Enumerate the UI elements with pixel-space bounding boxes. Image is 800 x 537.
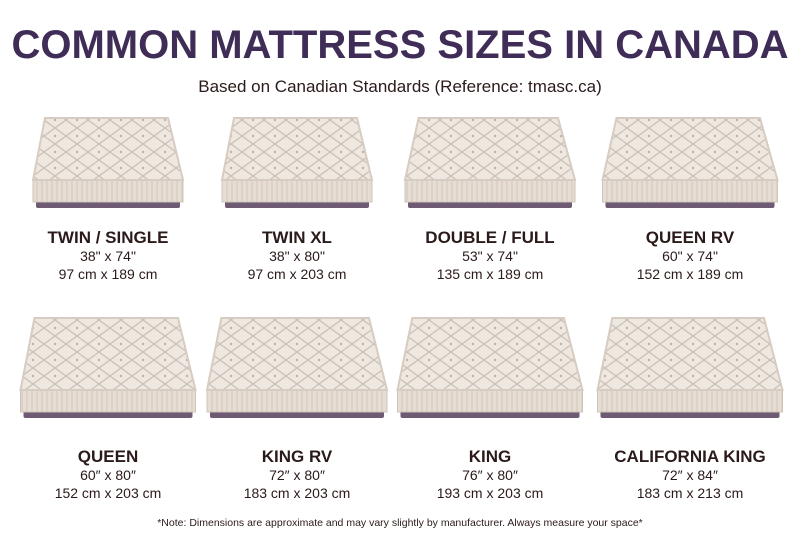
mattress-top bbox=[403, 117, 577, 181]
size-name: QUEEN RV bbox=[646, 228, 735, 247]
size-name: DOUBLE / FULL bbox=[425, 228, 554, 247]
mattress-top bbox=[396, 317, 584, 391]
size-imperial: 38" x 74" bbox=[80, 248, 136, 264]
size-metric: 183 cm x 203 cm bbox=[244, 485, 351, 501]
mattress-top bbox=[601, 117, 779, 181]
mattress-side bbox=[404, 179, 576, 203]
size-metric: 193 cm x 203 cm bbox=[437, 485, 544, 501]
mattress-side bbox=[32, 179, 184, 203]
mattress-side bbox=[397, 389, 583, 413]
size-name: KING RV bbox=[262, 447, 333, 466]
mattress-top bbox=[220, 117, 374, 181]
mattress-side bbox=[20, 389, 196, 413]
size-name: QUEEN bbox=[78, 447, 138, 466]
mattress-illustration bbox=[596, 317, 784, 418]
size-name: KING bbox=[469, 447, 512, 466]
size-metric: 97 cm x 189 cm bbox=[59, 266, 158, 282]
mattress-illustration bbox=[205, 317, 389, 418]
size-imperial: 60" x 74" bbox=[662, 248, 718, 264]
size-metric: 135 cm x 189 cm bbox=[437, 266, 544, 282]
mattress-illustration bbox=[220, 117, 374, 208]
size-metric: 183 cm x 213 cm bbox=[637, 485, 744, 501]
mattress-illustration bbox=[403, 117, 577, 208]
size-imperial: 60″ x 80″ bbox=[80, 467, 136, 483]
size-imperial: 76″ x 80″ bbox=[462, 467, 518, 483]
mattress-side bbox=[597, 389, 783, 413]
mattress-side bbox=[221, 179, 373, 203]
mattress-illustration bbox=[19, 317, 197, 418]
footnote: *Note: Dimensions are approximate and ma… bbox=[157, 517, 643, 529]
size-imperial: 38" x 80" bbox=[269, 248, 325, 264]
mattress-side bbox=[206, 389, 388, 413]
subtitle: Based on Canadian Standards (Reference: … bbox=[198, 77, 602, 96]
size-metric: 152 cm x 203 cm bbox=[55, 485, 162, 501]
mattress-illustration bbox=[396, 317, 584, 418]
size-name: TWIN / SINGLE bbox=[48, 228, 169, 247]
size-imperial: 72″ x 80″ bbox=[269, 467, 325, 483]
size-imperial: 72″ x 84″ bbox=[662, 467, 718, 483]
mattress-side bbox=[602, 179, 778, 203]
size-imperial: 53" x 74" bbox=[462, 248, 518, 264]
mattress-illustration bbox=[31, 117, 185, 208]
size-metric: 97 cm x 203 cm bbox=[248, 266, 347, 282]
size-name: TWIN XL bbox=[262, 228, 332, 247]
mattress-illustration bbox=[601, 117, 779, 208]
mattress-top bbox=[31, 117, 185, 181]
mattress-top bbox=[19, 317, 197, 391]
size-name: CALIFORNIA KING bbox=[614, 447, 765, 466]
mattress-top bbox=[596, 317, 784, 391]
mattress-top bbox=[205, 317, 389, 391]
title: COMMON MATTRESS SIZES IN CANADA bbox=[11, 23, 788, 67]
size-metric: 152 cm x 189 cm bbox=[637, 266, 744, 282]
